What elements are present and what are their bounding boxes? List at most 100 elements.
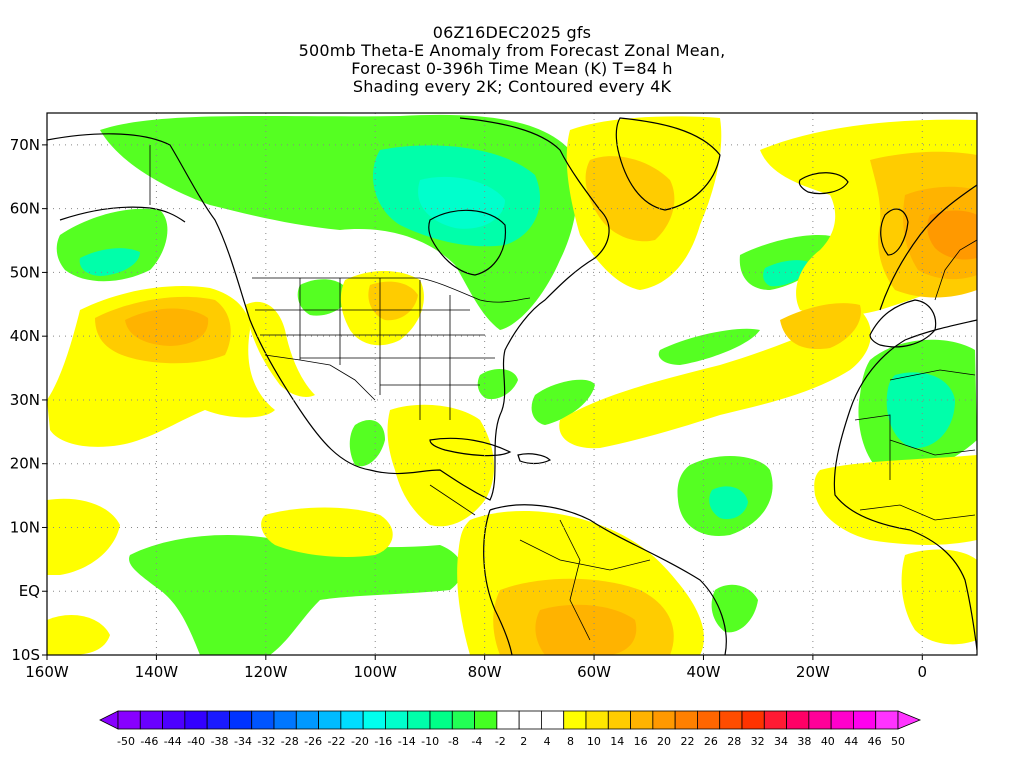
lon-label: 140W [135,663,179,681]
border-sa-2 [519,539,651,571]
lon-label: 80W [468,663,502,681]
shade-pacific-orange [125,308,209,346]
border-africa-2 [889,369,976,381]
shade-plains-gold [368,281,418,321]
colorbar-swatch [139,710,163,730]
colorbar-swatch [206,710,230,730]
lat-label: EQ [19,582,40,600]
border-africa-4 [859,504,976,521]
colorbar-arrow-left [99,710,119,730]
colorbar-swatch [563,710,587,730]
shading-layer [47,113,977,655]
shade-atlantic-green-3 [531,379,595,425]
lon-label: 20W [796,663,830,681]
shade-greenland-gold [585,156,675,242]
colorbar-label: -8 [448,735,459,748]
colorbar-label: 38 [797,735,811,748]
border-africa-3 [889,439,976,456]
colorbar-label: 22 [680,735,694,748]
colorbar-label: -38 [211,735,229,748]
colorbar-swatch [251,710,275,730]
gridlines [47,113,977,655]
lon-label: 160W [25,663,69,681]
colorbar-swatch [697,710,721,730]
lat-label: 60N [10,200,40,218]
shade-africa-yellow [814,455,977,545]
colorbar-swatch [585,710,609,730]
colorbar-swatch [652,710,676,730]
colorbar-label: -16 [374,735,392,748]
shade-canada-teal [418,176,505,229]
shade-great-lakes-green [297,279,350,316]
border-us-mexico [264,354,376,401]
colorbar-swatch [607,710,631,730]
colorbar-label: 2 [520,735,527,748]
lat-label: 50N [10,263,40,281]
title-line-4: Shading every 2K; Contoured every 4K [352,77,672,96]
shade-west-us-yellow [245,301,315,397]
lat-label: 10N [10,518,40,536]
shade-atlantic-band-gold [780,303,861,350]
shade-sa-orange [535,604,637,655]
title-line-2: 500mb Theta-E Anomaly from Forecast Zona… [298,41,726,60]
colorbar-label: -50 [117,735,135,748]
shade-gulf-green [349,420,385,467]
colorbar-swatch [808,710,832,730]
longitude-axis: 160W 140W 120W 100W 80W 60W 40W 20W 0 [25,655,927,681]
shade-south-pacific-yellow [47,615,110,655]
shade-east-pacific-yellow [261,507,393,557]
chart-title: 06Z16DEC2025 gfs 500mb Theta-E Anomaly f… [0,24,1024,96]
colorbar-label: 26 [704,735,718,748]
colorbar-swatch [474,710,498,730]
lon-label: 0 [918,663,928,681]
border-us-canada [252,277,531,303]
colorbar-labels: -50 -46 -44 -40 -38 -34 -32 -28 -26 -22 -20 -16 -14-… [117,735,905,748]
colorbar-label: -44 [164,735,182,748]
colorbar-swatch [719,710,743,730]
colorbar-swatch [318,710,342,730]
colorbar-arrow-right [897,710,922,730]
shade-pacific-green [129,535,463,655]
colorbar-label: 50 [891,735,905,748]
coastline-hudson-bay [428,209,507,276]
shade-africa-south-yellow [901,549,977,645]
shade-alaska-cyan [79,248,140,276]
colorbar-swatch [496,710,520,730]
colorbar-label: 20 [657,735,671,748]
colorbar-label: 28 [727,735,741,748]
map-frame [46,112,978,656]
colorbar-label: 16 [634,735,648,748]
colorbar-label: -46 [140,735,158,748]
colorbar-swatch [741,710,765,730]
shade-bahamas-green [477,368,518,400]
colorbar-label: 34 [774,735,788,748]
shade-atlantic-band-yellow [559,310,871,449]
shade-africa-cyan [886,372,955,449]
title-line-1: 06Z16DEC2025 gfs [432,23,592,42]
colorbar-swatch [229,710,253,730]
colorbar-swatch [295,710,319,730]
colorbar-label: -26 [304,735,322,748]
colorbar-swatch [117,710,141,730]
colorbar-swatch [674,710,698,730]
colorbar-label: -28 [281,735,299,748]
colorbar-swatch [385,710,409,730]
colorbar-label: -40 [187,735,205,748]
shade-eq-pacific-yellow [47,498,120,575]
colorbar-swatch [541,710,565,730]
title-line-3: Forecast 0-396h Time Mean (K) T=84 h [351,59,673,78]
lon-label: 60W [577,663,611,681]
coastline-uk [880,208,909,256]
colorbar-label: -32 [257,735,275,748]
colorbar-label: -10 [421,735,439,748]
coastline-hispaniola [517,453,552,465]
colorbar-swatch [407,710,431,730]
coastline-cuba [429,437,512,457]
colorbar-label: -4 [471,735,482,748]
coastline-europe [879,184,977,311]
political-borders [149,145,977,641]
colorbar-swatch [184,710,208,730]
border-africa-1 [854,414,891,480]
latitude-axis: 70N 60N 50N 40N 30N 20N 10N EQ 10S [10,136,47,664]
